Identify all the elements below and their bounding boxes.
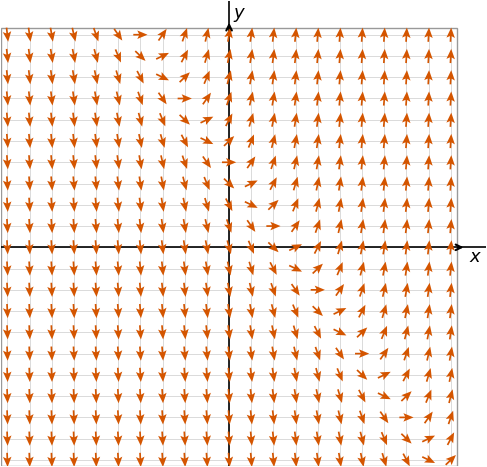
Text: y: y — [234, 4, 244, 21]
Text: x: x — [470, 248, 481, 266]
